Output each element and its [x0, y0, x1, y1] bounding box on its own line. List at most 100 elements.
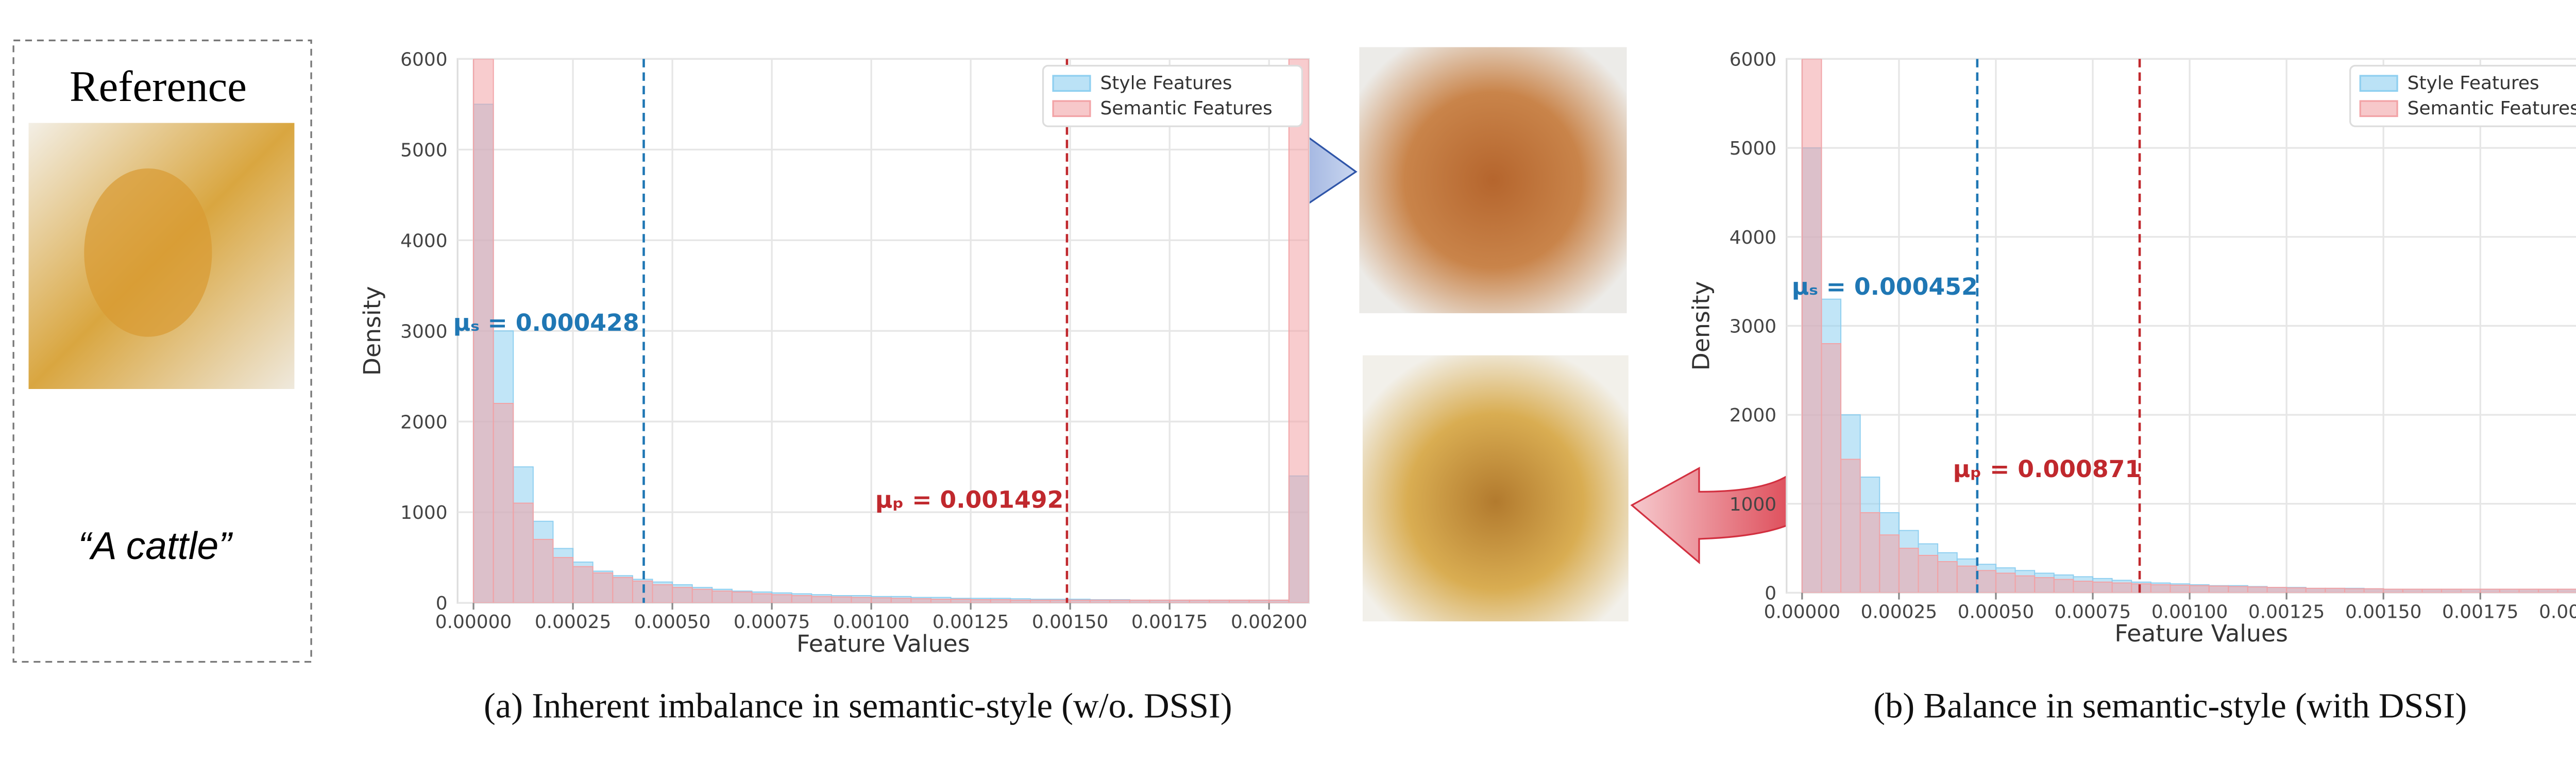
x-tick-label: 0.00150	[1032, 612, 1108, 633]
x-tick-label: 0.00025	[1861, 601, 1937, 622]
hist-bar	[2053, 579, 2074, 593]
hist-bar	[2228, 586, 2248, 593]
hist-bar	[2460, 588, 2481, 593]
hist-bar	[632, 580, 653, 603]
hist-bar	[2189, 585, 2210, 593]
mean-label: μₛ = 0.000452	[1792, 273, 1978, 300]
x-tick-label: 0.00200	[1231, 612, 1307, 633]
hist-bar	[851, 597, 872, 603]
hist-bar	[532, 538, 554, 603]
hist-bar	[970, 599, 991, 603]
hist-bar	[1937, 561, 1958, 593]
hist-bar	[473, 59, 494, 603]
hist-bar	[2266, 587, 2287, 593]
hist-bar	[2421, 588, 2443, 593]
hist-bar	[791, 595, 812, 603]
hist-bar	[1189, 599, 1210, 603]
hist-bar	[1956, 565, 1977, 593]
hist-bar	[2344, 588, 2365, 593]
hist-bar	[2538, 588, 2558, 593]
hist-bar	[2518, 588, 2539, 593]
hist-bar	[513, 502, 534, 603]
legend-swatch	[2359, 75, 2398, 92]
y-tick-label: 4000	[400, 230, 447, 251]
hist-bar	[950, 599, 972, 603]
x-tick-label: 0.00100	[833, 612, 909, 633]
hist-bar	[2111, 582, 2132, 593]
x-tick-label: 0.00050	[634, 612, 710, 633]
hist-bar	[771, 594, 792, 603]
hist-bar	[1268, 599, 1290, 603]
hist-bar	[592, 572, 614, 603]
legend-label: Style Features	[2408, 73, 2539, 94]
x-axis-label: Feature Values	[796, 630, 970, 657]
x-tick-label: 0.00125	[933, 612, 1009, 633]
x-tick-label: 0.00000	[1764, 601, 1840, 622]
dog-face	[84, 168, 212, 337]
hist-bar	[1898, 548, 1919, 593]
hist-bar	[1995, 572, 2016, 593]
hist-bar	[751, 593, 773, 603]
x-tick-label: 0.00200	[2539, 601, 2576, 622]
hist-bar	[910, 598, 931, 603]
x-tick-label: 0.00100	[2151, 601, 2228, 622]
mean-label: μₛ = 0.000428	[453, 309, 639, 336]
cattle-image-a	[1359, 47, 1627, 313]
legend-swatch	[2359, 100, 2398, 117]
legend-label: Style Features	[1100, 73, 1232, 94]
hist-bar	[1029, 599, 1051, 603]
hist-bar	[930, 599, 952, 603]
hist-bar	[493, 403, 514, 603]
hist-bar	[2305, 587, 2326, 593]
y-tick-label: 3000	[1730, 316, 1776, 337]
legend-box	[1042, 64, 1303, 127]
x-tick-label: 0.00025	[535, 612, 611, 633]
x-tick-label: 0.00125	[2248, 601, 2325, 622]
y-tick-label: 0	[436, 593, 448, 614]
y-axis-label: Density	[1688, 281, 1715, 370]
y-tick-label: 5000	[1730, 138, 1776, 159]
y-axis-label: Density	[359, 286, 386, 376]
hist-bar	[1070, 599, 1091, 603]
cattle-image-b	[1362, 355, 1629, 622]
hist-bar	[1859, 512, 1880, 593]
y-tick-label: 6000	[1730, 49, 1776, 70]
y-tick-label: 2000	[1730, 405, 1776, 426]
hist-bar	[831, 596, 852, 603]
y-tick-label: 1000	[400, 502, 447, 523]
hist-bar	[2150, 584, 2171, 593]
hist-bar	[2402, 588, 2423, 593]
hist-bar	[2325, 587, 2345, 593]
hist-bar	[711, 590, 733, 603]
hist-bar	[2073, 581, 2094, 593]
hist-bar	[2247, 586, 2268, 593]
y-tick-label: 2000	[400, 412, 447, 433]
hist-bar	[1879, 534, 1900, 593]
hist-bar	[2034, 577, 2055, 593]
x-axis-label: Feature Values	[2114, 620, 2288, 647]
hist-bar	[1229, 599, 1250, 603]
legend-label: Semantic Features	[1100, 98, 1273, 119]
hist-bar	[612, 577, 633, 603]
hist-bar	[1918, 554, 1939, 593]
hist-bar	[1248, 599, 1270, 603]
mean-label: μₚ = 0.001492	[875, 486, 1064, 513]
x-tick-label: 0.00175	[2442, 601, 2518, 622]
hist-bar	[691, 588, 713, 603]
hist-bar	[652, 584, 673, 603]
y-tick-label: 4000	[1730, 227, 1776, 248]
hist-bar	[1821, 343, 1842, 593]
hist-bar	[2363, 588, 2384, 593]
x-tick-label: 0.00075	[734, 612, 810, 633]
hist-bar	[1129, 599, 1150, 603]
y-tick-label: 0	[1765, 583, 1776, 604]
hist-bar	[2131, 583, 2151, 593]
reference-title: Reference	[70, 62, 247, 111]
x-tick-label: 0.00000	[435, 612, 512, 633]
bars	[473, 59, 1309, 603]
hist-bar	[2286, 587, 2307, 593]
y-tick-label: 5000	[400, 140, 447, 161]
x-tick-label: 0.00150	[2345, 601, 2421, 622]
hist-bar	[890, 598, 912, 603]
legend-box	[2349, 64, 2576, 127]
